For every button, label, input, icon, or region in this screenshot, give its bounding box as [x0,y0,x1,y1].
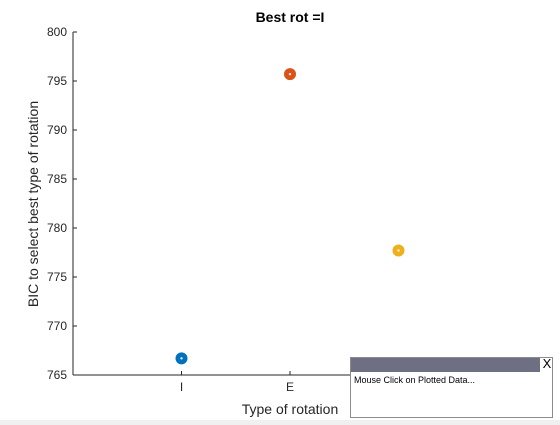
data-point-center [180,357,183,360]
datatip-titlebar[interactable] [351,358,540,372]
data-point-center [288,72,292,76]
y-axis-ticks: 765 770 775 780 785 790 795 800 [47,25,77,382]
y-axis-label: BIC to select best type of rotation [25,101,41,307]
chart-title: Best rot =I [256,9,325,25]
y-tick-label: 765 [47,368,67,382]
x-tick-label: I [180,380,183,394]
y-tick-label: 770 [47,319,67,333]
x-tick-label: E [286,380,294,394]
y-tick-label: 775 [47,270,67,284]
data-points[interactable] [175,68,405,365]
y-tick-label: 795 [47,74,67,88]
y-tick-label: 780 [47,221,67,235]
y-tick-label: 790 [47,123,67,137]
plot-axes [72,32,507,376]
y-tick-label: 800 [47,25,67,39]
x-axis-label: Type of rotation [242,401,339,417]
close-icon[interactable]: X [542,356,552,371]
y-tick-label: 785 [47,172,67,186]
datatip-panel[interactable]: X Mouse Click on Plotted Data... [350,356,553,418]
datatip-message: Mouse Click on Plotted Data... [354,375,476,385]
data-point-center [397,249,400,252]
